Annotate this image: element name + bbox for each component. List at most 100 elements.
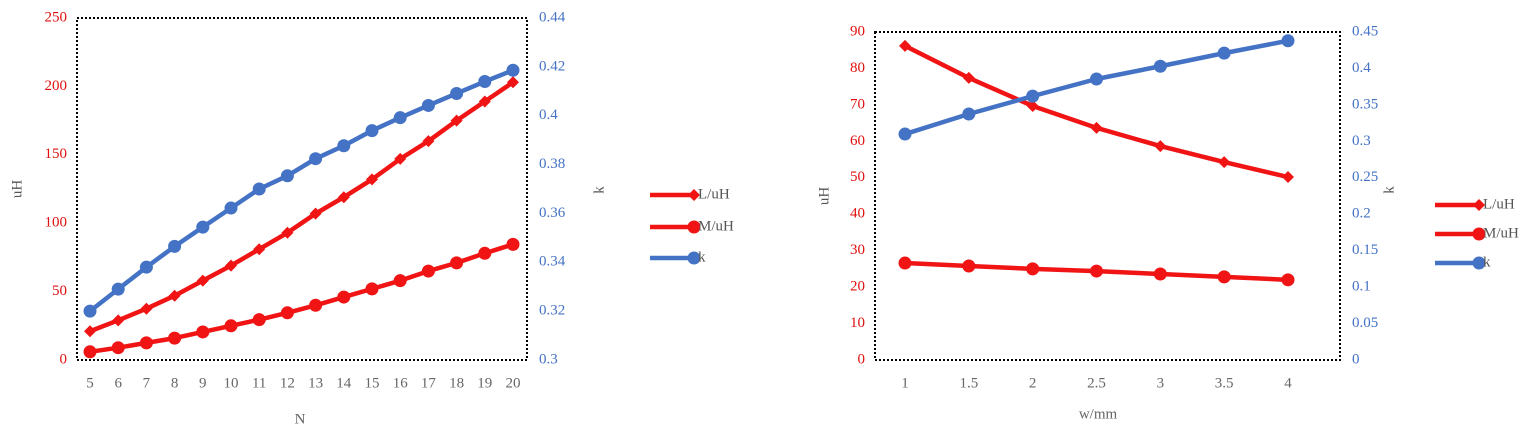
y-tick-label: 30 xyxy=(850,242,865,258)
y2-tick-label: 0.2 xyxy=(1352,206,1371,222)
x-tick-label: 1 xyxy=(901,375,909,391)
x-axis-title: w/mm xyxy=(1079,406,1118,422)
legend-marker xyxy=(1472,227,1486,241)
y-tick-label: 50 xyxy=(850,169,865,185)
y-tick-label: 150 xyxy=(45,146,68,162)
y2-tick-label: 0.38 xyxy=(539,156,565,172)
marker xyxy=(253,243,266,256)
legend-label: k xyxy=(698,249,706,265)
marker xyxy=(393,111,407,125)
y-tick-label: 200 xyxy=(45,78,68,94)
y-tick-label: 40 xyxy=(850,206,865,222)
series-line xyxy=(904,38,1289,137)
marker xyxy=(365,124,379,138)
marker xyxy=(962,259,976,273)
legend-label: k xyxy=(1483,254,1491,270)
marker xyxy=(83,345,97,359)
marker xyxy=(112,314,125,327)
marker xyxy=(1153,59,1167,73)
y2-tick-label: 0.25 xyxy=(1352,169,1378,185)
marker xyxy=(281,226,294,239)
marker xyxy=(111,341,125,355)
marker xyxy=(139,336,153,350)
y2-tick-label: 0.36 xyxy=(539,205,566,221)
y-axis-title: uH xyxy=(9,180,25,199)
x-tick-label: 13 xyxy=(308,375,323,391)
y2-tick-label: 0.35 xyxy=(1352,96,1378,112)
marker xyxy=(1090,72,1103,86)
series-line xyxy=(88,68,514,313)
y2-tick-label: 0.4 xyxy=(1352,60,1371,76)
marker xyxy=(280,169,294,183)
y2-tick-label: 0.34 xyxy=(539,254,566,270)
marker xyxy=(422,135,435,148)
series-line xyxy=(89,242,514,355)
marker xyxy=(898,256,912,270)
y2-tick-label: 0 xyxy=(1352,351,1360,367)
legend-label: M/uH xyxy=(1483,225,1519,241)
marker xyxy=(139,260,153,274)
plot-border xyxy=(76,17,528,361)
y2-axis-title: k xyxy=(1381,186,1397,194)
marker xyxy=(225,259,237,272)
y2-tick-label: 0.44 xyxy=(539,9,566,25)
y2-tick-label: 0.45 xyxy=(1352,23,1378,39)
marker xyxy=(962,71,975,84)
marker xyxy=(337,139,351,153)
marker xyxy=(507,76,519,89)
x-tick-label: 10 xyxy=(224,375,239,391)
legend-marker xyxy=(1473,199,1485,211)
marker xyxy=(1026,89,1040,103)
x-axis-title: N xyxy=(295,411,306,427)
legend-label: M/uH xyxy=(698,218,734,234)
y-tick-label: 0 xyxy=(858,351,866,367)
x-tick-label: 3 xyxy=(1157,375,1165,391)
marker xyxy=(1217,46,1231,60)
marker xyxy=(111,282,125,296)
y-tick-label: 10 xyxy=(850,315,865,331)
marker xyxy=(196,325,210,339)
legend-marker xyxy=(687,220,701,234)
x-tick-label: 17 xyxy=(421,375,437,391)
y2-tick-label: 0.05 xyxy=(1352,315,1378,331)
marker xyxy=(1090,121,1103,134)
series-line xyxy=(903,43,1289,180)
x-tick-label: 16 xyxy=(393,375,409,391)
x-tick-label: 3.5 xyxy=(1215,375,1234,391)
marker xyxy=(1154,140,1167,153)
y-tick-label: 250 xyxy=(45,9,68,25)
marker xyxy=(1153,267,1167,281)
x-tick-label: 7 xyxy=(143,375,151,391)
x-tick-label: 1.5 xyxy=(959,375,978,391)
y-tick-label: 0 xyxy=(60,351,68,367)
marker xyxy=(309,298,323,312)
marker xyxy=(450,86,464,100)
x-tick-label: 18 xyxy=(449,375,464,391)
marker xyxy=(478,95,491,108)
marker xyxy=(309,152,323,166)
marker xyxy=(280,306,294,320)
x-tick-label: 6 xyxy=(114,375,122,391)
x-tick-label: 14 xyxy=(336,375,352,391)
marker xyxy=(1218,156,1231,169)
marker xyxy=(168,239,182,253)
y2-tick-label: 0.4 xyxy=(539,107,558,123)
marker xyxy=(393,274,407,288)
marker xyxy=(478,75,492,89)
marker xyxy=(899,39,911,52)
marker xyxy=(421,264,435,278)
x-tick-label: 2 xyxy=(1029,375,1037,391)
marker xyxy=(337,290,351,304)
marker xyxy=(506,237,520,251)
marker xyxy=(365,282,379,296)
x-tick-label: 8 xyxy=(171,375,179,391)
marker xyxy=(224,319,238,333)
marker xyxy=(84,325,96,338)
marker xyxy=(168,331,182,345)
x-tick-label: 20 xyxy=(506,375,521,391)
marker xyxy=(394,152,407,165)
y2-axis-title: k xyxy=(591,186,607,194)
marker xyxy=(450,256,464,270)
x-tick-label: 5 xyxy=(86,375,94,391)
